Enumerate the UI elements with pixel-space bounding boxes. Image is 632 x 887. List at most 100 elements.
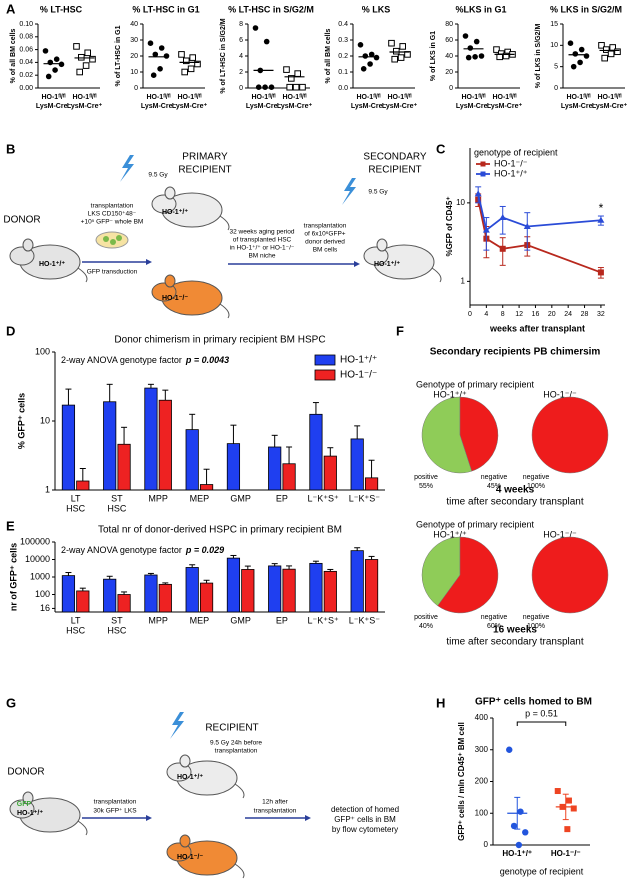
bar bbox=[61, 404, 76, 491]
label: HO-1⁻/⁻ bbox=[177, 854, 203, 861]
x-tick-label: MPP bbox=[148, 493, 168, 503]
data-point bbox=[499, 245, 506, 252]
x-tick-label: HO-1ᶠˡ/ᶠˡ bbox=[492, 94, 516, 101]
y-tick-label: 10 bbox=[550, 42, 558, 49]
cell bbox=[110, 239, 116, 245]
label: RECIPIENT bbox=[368, 165, 421, 176]
bar bbox=[61, 575, 76, 613]
pie-slice bbox=[421, 396, 473, 474]
x-tick-label: 28 bbox=[581, 311, 589, 318]
diagram-b: DONOR HO-1⁺/⁺ transplantation LKS CD150⁺… bbox=[3, 152, 442, 319]
slice-value: 100% bbox=[527, 483, 545, 490]
bar bbox=[144, 574, 158, 613]
x-tick-label: HO-1⁻/⁻ bbox=[551, 849, 581, 858]
label: HO-1⁺/⁺ bbox=[374, 261, 400, 268]
data-point bbox=[570, 63, 577, 70]
caption: time after secondary transplant bbox=[446, 637, 584, 648]
label: by flow cytometery bbox=[332, 825, 398, 834]
x-tick-label: LysM-Cre⁻ bbox=[561, 103, 597, 110]
x-axis-label: genotype of recipient bbox=[500, 866, 584, 876]
label: GFP⁺ cells in BM bbox=[334, 815, 396, 824]
x-tick-label: EP bbox=[276, 615, 288, 625]
label: 9.5 Gy bbox=[148, 172, 168, 179]
y-tick-label: 0.08 bbox=[19, 34, 33, 41]
y-tick-label: 0 bbox=[449, 85, 453, 92]
y-tick-label: 0.2 bbox=[338, 53, 348, 60]
bar bbox=[282, 463, 296, 491]
data-point bbox=[262, 84, 268, 90]
y-tick-label: 0 bbox=[554, 85, 558, 92]
slice-label: negative bbox=[523, 474, 550, 481]
label: HO-1⁺/⁺ bbox=[39, 261, 65, 268]
y-tick-label: 10 bbox=[130, 69, 138, 76]
legend-label: HO-1⁺/⁺ bbox=[494, 168, 528, 178]
chart-title: Secondary recipients PB chimersim bbox=[430, 347, 601, 358]
data-point bbox=[178, 51, 185, 58]
bar bbox=[144, 387, 158, 491]
x-tick-label: L⁻K⁺S⁻ bbox=[349, 615, 381, 625]
bar bbox=[309, 413, 323, 491]
x-tick-label: 16 bbox=[532, 311, 540, 318]
arrowhead bbox=[146, 815, 152, 821]
label: transplantation bbox=[304, 223, 347, 230]
bar bbox=[282, 568, 296, 613]
slice-value: 55% bbox=[419, 483, 433, 490]
x-tick-label: HSC bbox=[107, 503, 127, 513]
bar bbox=[103, 401, 117, 491]
pie-slice bbox=[531, 536, 609, 614]
data-point bbox=[603, 46, 610, 53]
data-point bbox=[157, 66, 163, 72]
y-tick-label: 4 bbox=[239, 53, 243, 60]
data-point bbox=[194, 60, 201, 68]
x-tick-label: HO-1ᶠˡ/ᶠˡ bbox=[597, 94, 621, 101]
y-tick-label: 300 bbox=[475, 745, 489, 754]
y-tick-label: 0.06 bbox=[19, 46, 33, 53]
x-tick-label: LysM-Cre⁻ bbox=[36, 103, 72, 110]
y-tick-label: 0.02 bbox=[19, 72, 33, 79]
legend-label: HO-1⁻/⁻ bbox=[340, 370, 377, 381]
y-tick-label: 200 bbox=[475, 777, 489, 786]
y-tick-label: 20 bbox=[130, 53, 138, 60]
data-point bbox=[462, 33, 469, 39]
y-tick-label: 0.1 bbox=[338, 69, 348, 76]
label: HO-1⁺/⁺ bbox=[177, 774, 203, 781]
x-tick-label: ST bbox=[111, 493, 123, 503]
data-point bbox=[292, 83, 300, 91]
slice-label: positive bbox=[414, 474, 438, 481]
data-point bbox=[607, 50, 615, 58]
label: RECIPIENT bbox=[205, 723, 258, 734]
data-point bbox=[578, 46, 585, 53]
y-tick-label: 0.00 bbox=[19, 85, 33, 92]
bar bbox=[323, 570, 337, 613]
data-point bbox=[82, 62, 90, 69]
slice-value: 60% bbox=[487, 623, 501, 630]
bar bbox=[309, 562, 323, 613]
x-tick-label: MEP bbox=[190, 493, 210, 503]
x-tick-label: LysM-Cre⁻ bbox=[141, 103, 177, 110]
x-axis-label: weeks after transplant bbox=[489, 323, 585, 333]
x-tick-label: HO-1ᶠˡ/ᶠˡ bbox=[72, 94, 96, 101]
label: in HO-1⁺/⁺ or HO-1⁻/⁻ bbox=[230, 245, 295, 252]
annotation: 2-way ANOVA genotype factor p = 0.0043 bbox=[61, 355, 229, 365]
label: of transplanted HSC bbox=[233, 237, 292, 244]
series-line bbox=[477, 199, 602, 274]
label: SECONDARY bbox=[363, 152, 426, 163]
panel-label: H bbox=[436, 695, 445, 710]
data-point bbox=[474, 190, 482, 197]
x-tick-label: HSC bbox=[66, 503, 86, 513]
data-point bbox=[163, 53, 170, 59]
y-tick-label: 400 bbox=[475, 713, 489, 722]
x-tick-label: HO-1ᶠˡ/ᶠˡ bbox=[387, 94, 411, 101]
bar bbox=[158, 583, 172, 613]
label: LKS CD150⁺48⁻ bbox=[88, 211, 137, 218]
y-tick-label: 1000 bbox=[30, 571, 50, 581]
x-tick-label: LysM-Cre⁺ bbox=[277, 103, 313, 110]
data-point bbox=[52, 67, 58, 73]
data-point bbox=[183, 57, 190, 65]
x-tick-label: GMP bbox=[230, 615, 251, 625]
chart-title: % LKS in S/G2/M bbox=[550, 4, 622, 14]
bar bbox=[226, 443, 241, 491]
radiation-bolt bbox=[120, 155, 134, 182]
label: DONOR bbox=[3, 215, 40, 226]
data-point bbox=[263, 38, 270, 45]
